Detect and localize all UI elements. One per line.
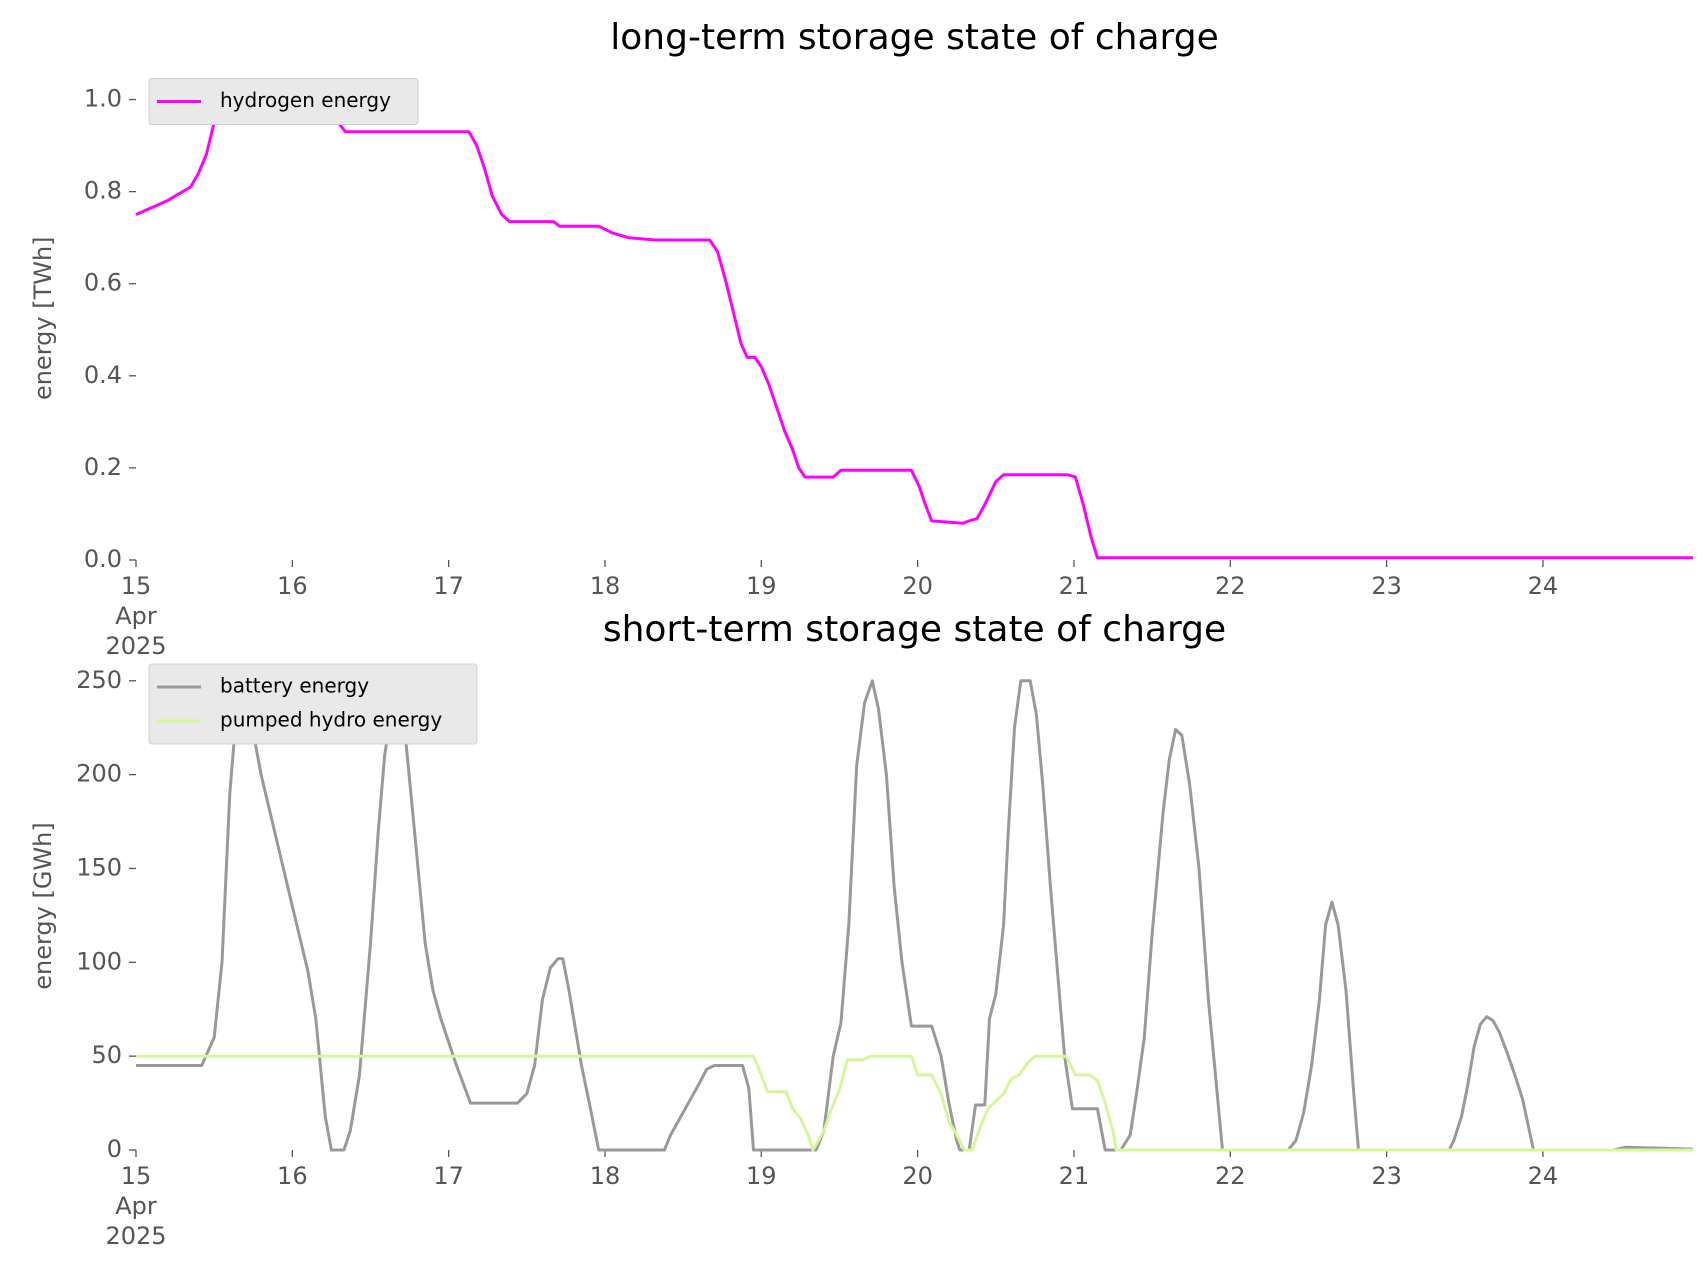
y-tick-label: 0.8 [84, 177, 122, 205]
y-tick-label: 0.6 [84, 269, 122, 297]
y-axis-label: energy [TWh] [29, 236, 57, 400]
x-tick-label: 15 Apr 2025 [105, 572, 166, 660]
chart-title: long-term storage state of charge [610, 17, 1218, 58]
x-tick-label: 24 [1528, 1162, 1559, 1190]
legend-box [148, 78, 419, 125]
x-tick-label: 18 [590, 1162, 621, 1190]
x-tick-label: 23 [1371, 1162, 1402, 1190]
x-tick-label: 24 [1528, 572, 1559, 600]
legend-label: hydrogen energy [220, 88, 391, 112]
series-line [136, 1054, 1693, 1152]
x-tick-label: 21 [1059, 572, 1090, 600]
x-tick-label: 22 [1215, 1162, 1246, 1190]
y-tick-label: 250 [76, 666, 122, 694]
y-axis-label: energy [GWh] [29, 822, 57, 990]
y-tick-label: 150 [76, 853, 122, 881]
x-tick-label: 15 Apr 2025 [105, 1162, 166, 1250]
x-tick-label: 16 [277, 572, 308, 600]
x-tick-label: 20 [902, 1162, 933, 1190]
y-tick-label: 0.2 [84, 453, 122, 481]
x-tick-label: 16 [277, 1162, 308, 1190]
y-tick-label: 1.0 [84, 85, 122, 113]
legend-label: pumped hydro energy [220, 708, 442, 732]
series-line [136, 679, 1694, 1152]
x-tick-label: 18 [590, 572, 621, 600]
x-tick-label: 23 [1371, 572, 1402, 600]
x-tick-label: 21 [1059, 1162, 1090, 1190]
y-tick-label: 0.0 [84, 545, 122, 573]
x-tick-label: 20 [902, 572, 933, 600]
y-tick-label: 0 [107, 1135, 122, 1163]
legend-box [148, 663, 478, 745]
series-line [135, 88, 1693, 560]
chart-title: short-term storage state of charge [603, 609, 1226, 650]
x-tick-label: 22 [1215, 572, 1246, 600]
legend-label: battery energy [220, 674, 369, 698]
x-tick-label: 17 [433, 572, 464, 600]
y-tick-label: 200 [76, 760, 122, 788]
y-tick-label: 50 [91, 1041, 122, 1069]
x-tick-label: 19 [746, 1162, 777, 1190]
x-tick-label: 17 [433, 1162, 464, 1190]
y-tick-label: 0.4 [84, 361, 122, 389]
x-tick-label: 19 [746, 572, 777, 600]
y-tick-label: 100 [76, 947, 122, 975]
